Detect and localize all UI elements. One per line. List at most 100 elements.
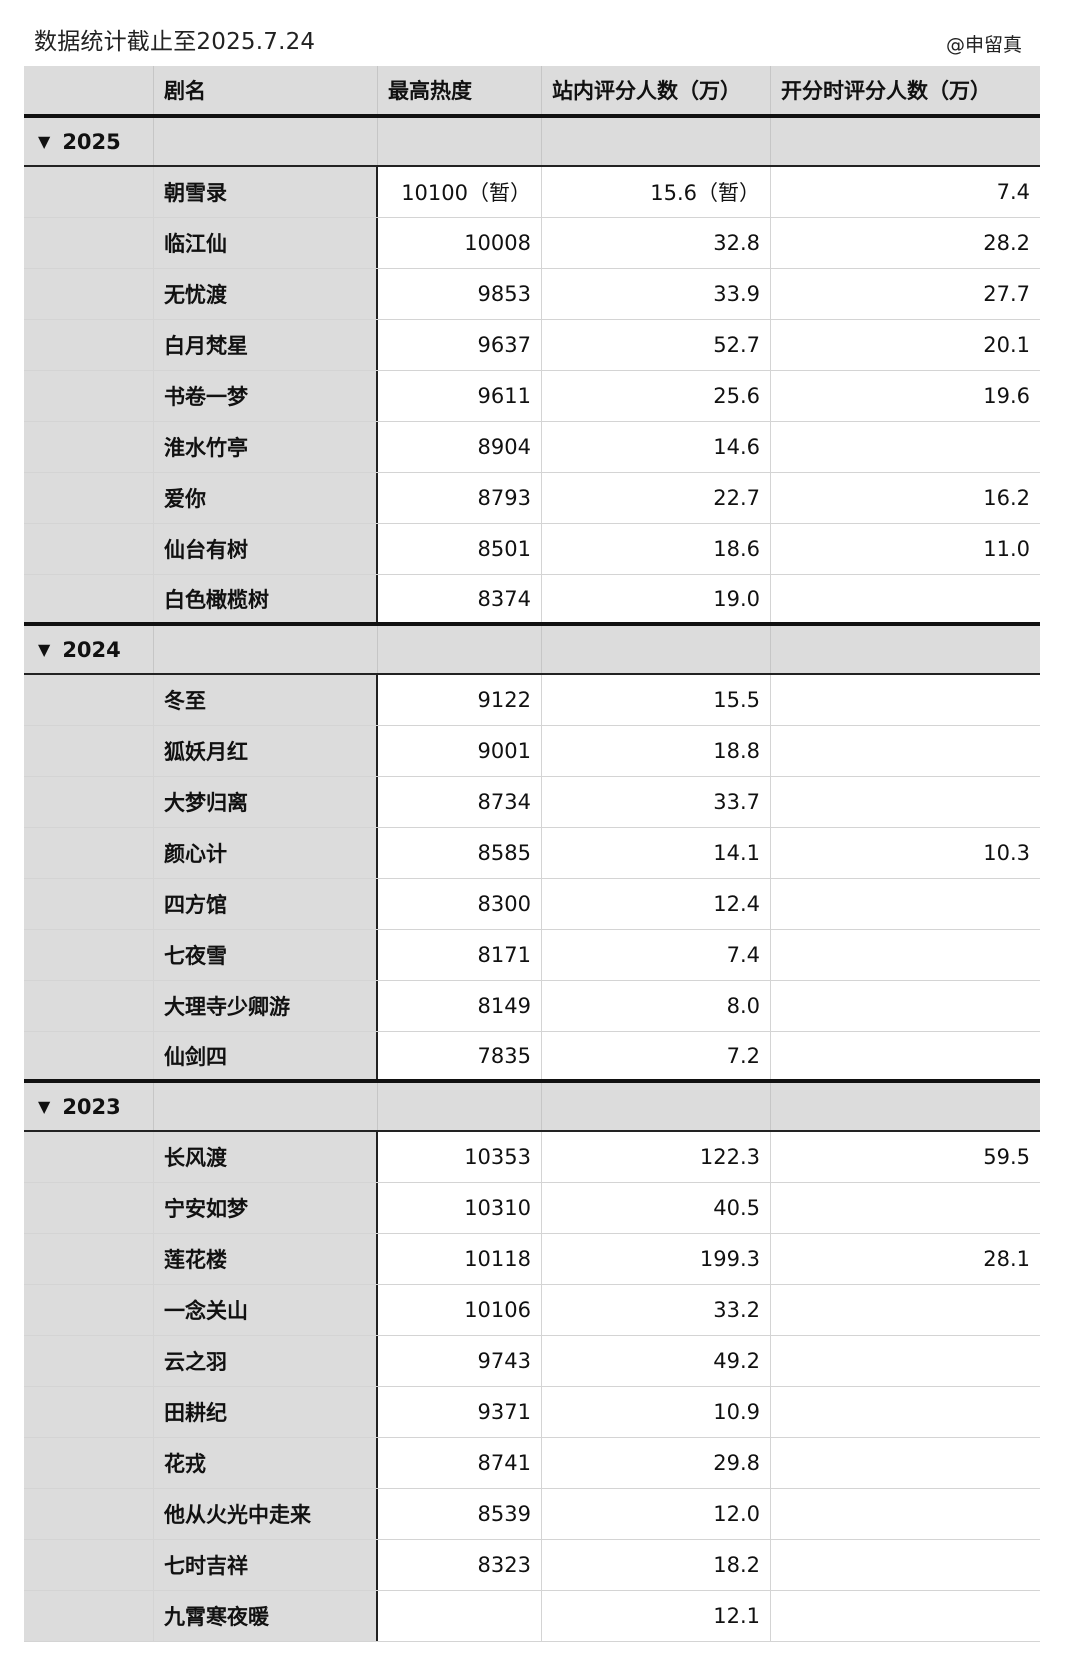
- rating-count-cell: 18.6: [542, 524, 771, 574]
- year-group-toggle[interactable]: ▼ 2025: [24, 118, 154, 165]
- row-index-cell: [24, 218, 154, 268]
- row-index-cell: [24, 524, 154, 574]
- group-empty-cell: [378, 118, 542, 165]
- header-rating-count: 站内评分人数（万）: [542, 66, 771, 114]
- row-index-cell: [24, 675, 154, 725]
- drama-name-cell: 无忧渡: [154, 269, 378, 319]
- open-rating-count-cell: [771, 1183, 1040, 1233]
- rating-count-cell: 49.2: [542, 1336, 771, 1386]
- drama-name-cell: 临江仙: [154, 218, 378, 268]
- year-group-row[interactable]: ▼ 2025: [24, 118, 1040, 167]
- row-index-cell: [24, 726, 154, 776]
- peak-heat-cell: 10100（暂）: [378, 167, 542, 217]
- row-index-cell: [24, 1336, 154, 1386]
- drama-name-cell: 大梦归离: [154, 777, 378, 827]
- peak-heat-cell: 8374: [378, 575, 542, 622]
- row-index-cell: [24, 1387, 154, 1437]
- drama-name-cell: 仙台有树: [154, 524, 378, 574]
- drama-name-cell: 爱你: [154, 473, 378, 523]
- open-rating-count-cell: [771, 1540, 1040, 1590]
- peak-heat-cell: 10310: [378, 1183, 542, 1233]
- peak-heat-cell: 10353: [378, 1132, 542, 1182]
- peak-heat-cell: 10008: [378, 218, 542, 268]
- drama-name-cell: 七时吉祥: [154, 1540, 378, 1590]
- row-index-cell: [24, 167, 154, 217]
- table-row: 莲花楼 10118 199.3 28.1: [24, 1234, 1040, 1285]
- open-rating-count-cell: [771, 981, 1040, 1031]
- open-rating-count-cell: [771, 1438, 1040, 1488]
- rating-count-cell: 33.7: [542, 777, 771, 827]
- table-row: 他从火光中走来 8539 12.0: [24, 1489, 1040, 1540]
- year-group-toggle[interactable]: ▼ 2024: [24, 626, 154, 673]
- peak-heat-cell: 9637: [378, 320, 542, 370]
- open-rating-count-cell: [771, 1032, 1040, 1079]
- peak-heat-cell: 7835: [378, 1032, 542, 1079]
- peak-heat-cell: 8323: [378, 1540, 542, 1590]
- open-rating-count-cell: [771, 777, 1040, 827]
- open-rating-count-cell: [771, 930, 1040, 980]
- peak-heat-cell: 8793: [378, 473, 542, 523]
- rating-count-cell: 22.7: [542, 473, 771, 523]
- table-row: 书卷一梦 9611 25.6 19.6: [24, 371, 1040, 422]
- drama-name-cell: 狐妖月红: [154, 726, 378, 776]
- group-empty-cell: [542, 626, 771, 673]
- rating-count-cell: 122.3: [542, 1132, 771, 1182]
- rating-count-cell: 18.2: [542, 1540, 771, 1590]
- rating-count-cell: 12.1: [542, 1591, 771, 1641]
- row-index-cell: [24, 879, 154, 929]
- author-credit: @申留真: [945, 34, 1022, 56]
- open-rating-count-cell: [771, 879, 1040, 929]
- open-rating-count-cell: [771, 422, 1040, 472]
- open-rating-count-cell: [771, 575, 1040, 622]
- row-index-cell: [24, 320, 154, 370]
- collapse-triangle-icon[interactable]: ▼: [38, 132, 51, 151]
- table-row: 白月梵星 9637 52.7 20.1: [24, 320, 1040, 371]
- table-row: 淮水竹亭 8904 14.6: [24, 422, 1040, 473]
- drama-name-cell: 仙剑四: [154, 1032, 378, 1079]
- peak-heat-cell: 9122: [378, 675, 542, 725]
- table-row: 朝雪录 10100（暂） 15.6（暂） 7.4: [24, 167, 1040, 218]
- rating-count-cell: 15.6（暂）: [542, 167, 771, 217]
- group-empty-cell: [154, 626, 378, 673]
- peak-heat-cell: 8904: [378, 422, 542, 472]
- collapse-triangle-icon[interactable]: ▼: [38, 1097, 51, 1116]
- drama-name-cell: 冬至: [154, 675, 378, 725]
- year-group-toggle[interactable]: ▼ 2023: [24, 1083, 154, 1130]
- row-index-cell: [24, 1032, 154, 1079]
- row-index-cell: [24, 473, 154, 523]
- row-index-cell: [24, 1132, 154, 1182]
- drama-name-cell: 九霄寒夜暖: [154, 1591, 378, 1641]
- drama-name-cell: 一念关山: [154, 1285, 378, 1335]
- peak-heat-cell: 9743: [378, 1336, 542, 1386]
- group-empty-cell: [154, 1083, 378, 1130]
- collapse-triangle-icon[interactable]: ▼: [38, 640, 51, 659]
- header-year-cell: [24, 66, 154, 114]
- table-row: 四方馆 8300 12.4: [24, 879, 1040, 930]
- open-rating-count-cell: 16.2: [983, 486, 1030, 510]
- table-row: 九霄寒夜暖 12.1: [24, 1591, 1040, 1642]
- year-label: 2024: [62, 637, 121, 662]
- group-empty-cell: [378, 626, 542, 673]
- table-row: 花戎 8741 29.8: [24, 1438, 1040, 1489]
- open-rating-count-cell: 27.7: [983, 282, 1030, 306]
- header-name: 剧名: [154, 66, 378, 114]
- drama-stats-table: 剧名 最高热度 站内评分人数（万） 开分时评分人数（万） ▼ 2025 朝雪录 101…: [24, 66, 1040, 1642]
- peak-heat-cell: 9611: [378, 371, 542, 421]
- drama-name-cell: 他从火光中走来: [154, 1489, 378, 1539]
- open-rating-count-cell: 28.1: [983, 1247, 1030, 1271]
- rating-count-cell: 15.5: [542, 675, 771, 725]
- table-row: 无忧渡 9853 33.9 27.7: [24, 269, 1040, 320]
- year-group-row[interactable]: ▼ 2023: [24, 1083, 1040, 1132]
- rating-count-cell: 7.4: [542, 930, 771, 980]
- table-row: 一念关山 10106 33.2: [24, 1285, 1040, 1336]
- row-index-cell: [24, 930, 154, 980]
- open-rating-count-cell: [771, 1285, 1040, 1335]
- year-group-row[interactable]: ▼ 2024: [24, 626, 1040, 675]
- peak-heat-cell: 8171: [378, 930, 542, 980]
- header-peak-heat: 最高热度: [378, 66, 542, 114]
- rating-count-cell: 12.0: [542, 1489, 771, 1539]
- rating-count-cell: 12.4: [542, 879, 771, 929]
- group-empty-cell: [771, 1083, 1040, 1130]
- table-row: 大梦归离 8734 33.7: [24, 777, 1040, 828]
- open-rating-count-cell: 20.1: [983, 333, 1030, 357]
